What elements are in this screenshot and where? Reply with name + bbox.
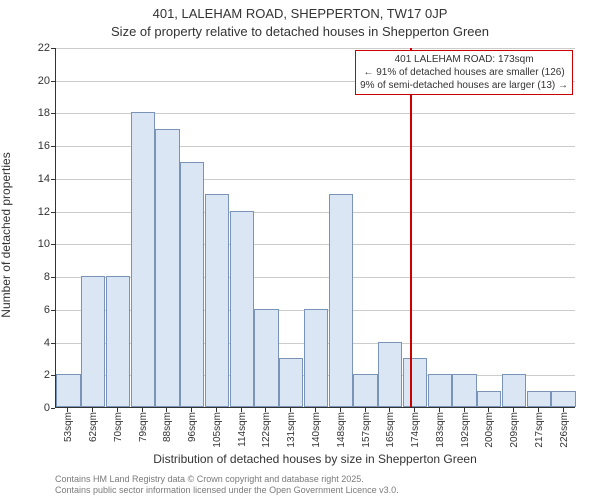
annotation-box: 401 LALEHAM ROAD: 173sqm ← 91% of detach…	[355, 50, 573, 95]
y-tick-label: 12	[20, 206, 50, 218]
chart-title-sub: Size of property relative to detached ho…	[0, 24, 600, 39]
property-marker-line	[410, 48, 412, 407]
histogram-bar	[131, 112, 155, 407]
histogram-bar	[180, 162, 204, 407]
x-tick-mark	[67, 408, 68, 412]
y-tick-label: 14	[20, 173, 50, 185]
x-tick-mark	[538, 408, 539, 412]
histogram-bar	[81, 276, 105, 407]
x-tick-mark	[439, 408, 440, 412]
x-tick-mark	[513, 408, 514, 412]
histogram-bars	[56, 48, 575, 407]
plot-area: 401 LALEHAM ROAD: 173sqm ← 91% of detach…	[55, 48, 575, 408]
histogram-bar	[230, 211, 254, 407]
x-tick-mark	[340, 408, 341, 412]
histogram-bar	[56, 374, 80, 407]
y-tick-label: 0	[20, 402, 50, 414]
histogram-bar	[329, 194, 353, 407]
y-tick-label: 8	[20, 271, 50, 283]
x-axis-label: Distribution of detached houses by size …	[55, 452, 575, 466]
x-tick-mark	[117, 408, 118, 412]
y-tick-label: 2	[20, 369, 50, 381]
x-tick-mark	[166, 408, 167, 412]
x-tick-mark	[191, 408, 192, 412]
histogram-bar	[527, 391, 551, 407]
x-tick-mark	[92, 408, 93, 412]
footnote-line1: Contains HM Land Registry data © Crown c…	[55, 474, 399, 485]
histogram-bar	[205, 194, 229, 407]
histogram-bar	[502, 374, 526, 407]
histogram-bar	[279, 358, 303, 407]
histogram-bar	[452, 374, 476, 407]
y-tick-label: 20	[20, 75, 50, 87]
x-tick-mark	[563, 408, 564, 412]
x-tick-mark	[265, 408, 266, 412]
y-tick-label: 4	[20, 337, 50, 349]
annotation-line2: ← 91% of detached houses are smaller (12…	[360, 66, 568, 79]
footnote-line2: Contains public sector information licen…	[55, 485, 399, 496]
histogram-bar	[106, 276, 130, 407]
x-tick-mark	[241, 408, 242, 412]
histogram-bar	[353, 374, 377, 407]
chart-title-main: 401, LALEHAM ROAD, SHEPPERTON, TW17 0JP	[0, 6, 600, 21]
histogram-bar	[304, 309, 328, 407]
x-tick-mark	[464, 408, 465, 412]
y-tick-label: 10	[20, 238, 50, 250]
y-tick-label: 6	[20, 304, 50, 316]
x-tick-mark	[488, 408, 489, 412]
histogram-bar	[155, 129, 179, 407]
property-size-histogram: 401, LALEHAM ROAD, SHEPPERTON, TW17 0JP …	[0, 0, 600, 500]
histogram-bar	[378, 342, 402, 407]
histogram-bar	[551, 391, 575, 407]
y-tick-label: 18	[20, 107, 50, 119]
x-tick-mark	[142, 408, 143, 412]
chart-footnote: Contains HM Land Registry data © Crown c…	[55, 474, 399, 496]
x-tick-mark	[216, 408, 217, 412]
y-tick-mark	[51, 408, 55, 409]
annotation-line3: 9% of semi-detached houses are larger (1…	[360, 79, 568, 92]
histogram-bar	[403, 358, 427, 407]
x-tick-mark	[365, 408, 366, 412]
annotation-line1: 401 LALEHAM ROAD: 173sqm	[360, 53, 568, 66]
histogram-bar	[428, 374, 452, 407]
histogram-bar	[477, 391, 501, 407]
y-tick-label: 22	[20, 42, 50, 54]
x-tick-mark	[315, 408, 316, 412]
y-tick-label: 16	[20, 140, 50, 152]
x-tick-mark	[290, 408, 291, 412]
x-tick-mark	[389, 408, 390, 412]
x-tick-mark	[414, 408, 415, 412]
histogram-bar	[254, 309, 278, 407]
